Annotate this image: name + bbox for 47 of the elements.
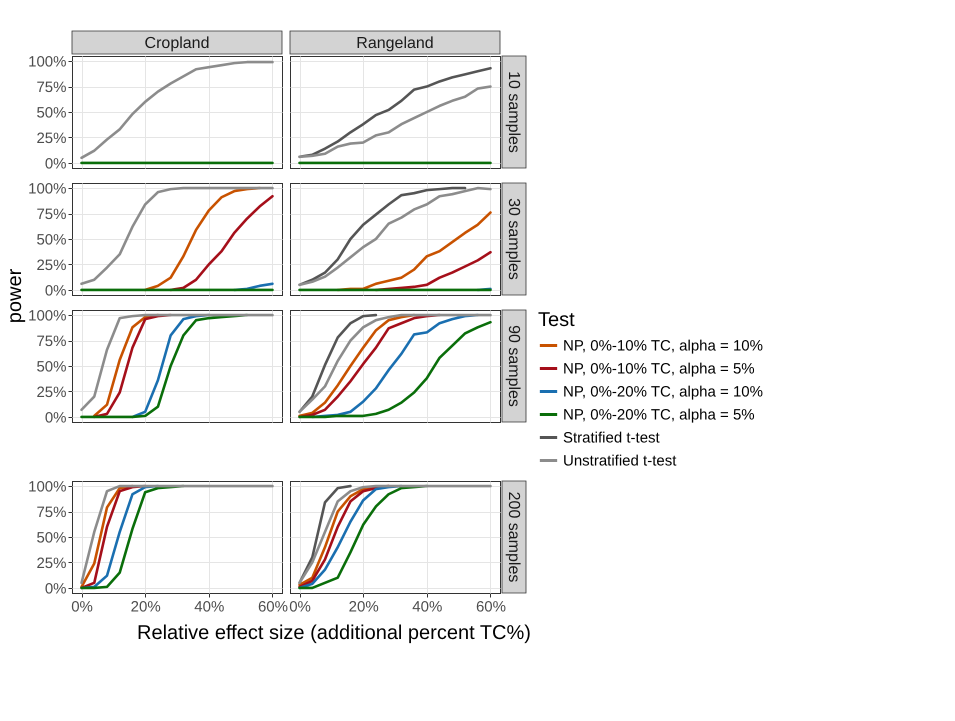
legend-label: Stratified t-test (563, 430, 661, 446)
y-tick-label: 50% (36, 358, 66, 376)
y-tick-label: 0% (44, 282, 66, 300)
y-tick-label: 50% (36, 530, 66, 546)
line-series (80, 314, 274, 412)
y-tick-label: 75% (36, 333, 66, 350)
y-tick-label: 50% (36, 104, 66, 122)
y-tick-label: 100% (28, 54, 66, 71)
y-tick-label: 0% (44, 155, 66, 172)
text: 10 samples (505, 71, 522, 153)
x-tick-label: 20% (348, 598, 379, 616)
text: 90 samples (505, 325, 522, 407)
chart-title: Cropland (144, 35, 210, 52)
line-series (80, 60, 274, 160)
text: 200 samples (505, 492, 522, 582)
y-tick-label: 75% (36, 504, 66, 522)
legend-label: NP, 0%-20% TC, alpha = 10% (563, 384, 763, 400)
y-tick-label: 100% (28, 308, 66, 325)
x-tick-label: 60% (258, 598, 288, 616)
x-tick-label: 0% (71, 598, 93, 616)
y-tick-label: 25% (36, 130, 66, 147)
chart-title: Rangeland (356, 35, 434, 52)
y-tick-label: 75% (36, 79, 66, 96)
y-tick-label: 0% (44, 580, 66, 598)
text: 30 samples (505, 198, 522, 280)
legend-label: NP, 0%-20% TC, alpha = 5% (563, 406, 755, 424)
y-tick-label: 25% (36, 384, 66, 401)
legend-label: Unstratified t-test (563, 452, 678, 470)
line-series (80, 484, 274, 584)
y-axis-title: power (4, 268, 26, 324)
legend-label: NP, 0%-10% TC, alpha = 5% (563, 360, 755, 378)
x-tick-label: 40% (412, 598, 442, 616)
y-tick-label: 100% (28, 478, 66, 496)
y-tick-label: 0% (44, 409, 66, 426)
x-tick-label: 0% (289, 598, 311, 616)
x-tick-label: 20% (130, 598, 161, 616)
y-tick-label: 75% (36, 206, 66, 224)
y-tick-label: 100% (28, 180, 66, 198)
y-tick-label: 50% (36, 232, 66, 248)
y-tick-label: 25% (36, 554, 66, 572)
x-tick-label: 40% (194, 598, 224, 616)
legend-title: Test (538, 309, 576, 331)
x-tick-label: 60% (476, 598, 506, 616)
x-axis-title: Relative effect size (additional percent TC%) (137, 622, 531, 644)
legend-label: NP, 0%-10% TC, alpha = 10% (563, 338, 763, 354)
y-tick-label: 25% (36, 256, 66, 274)
line-series (80, 186, 274, 286)
